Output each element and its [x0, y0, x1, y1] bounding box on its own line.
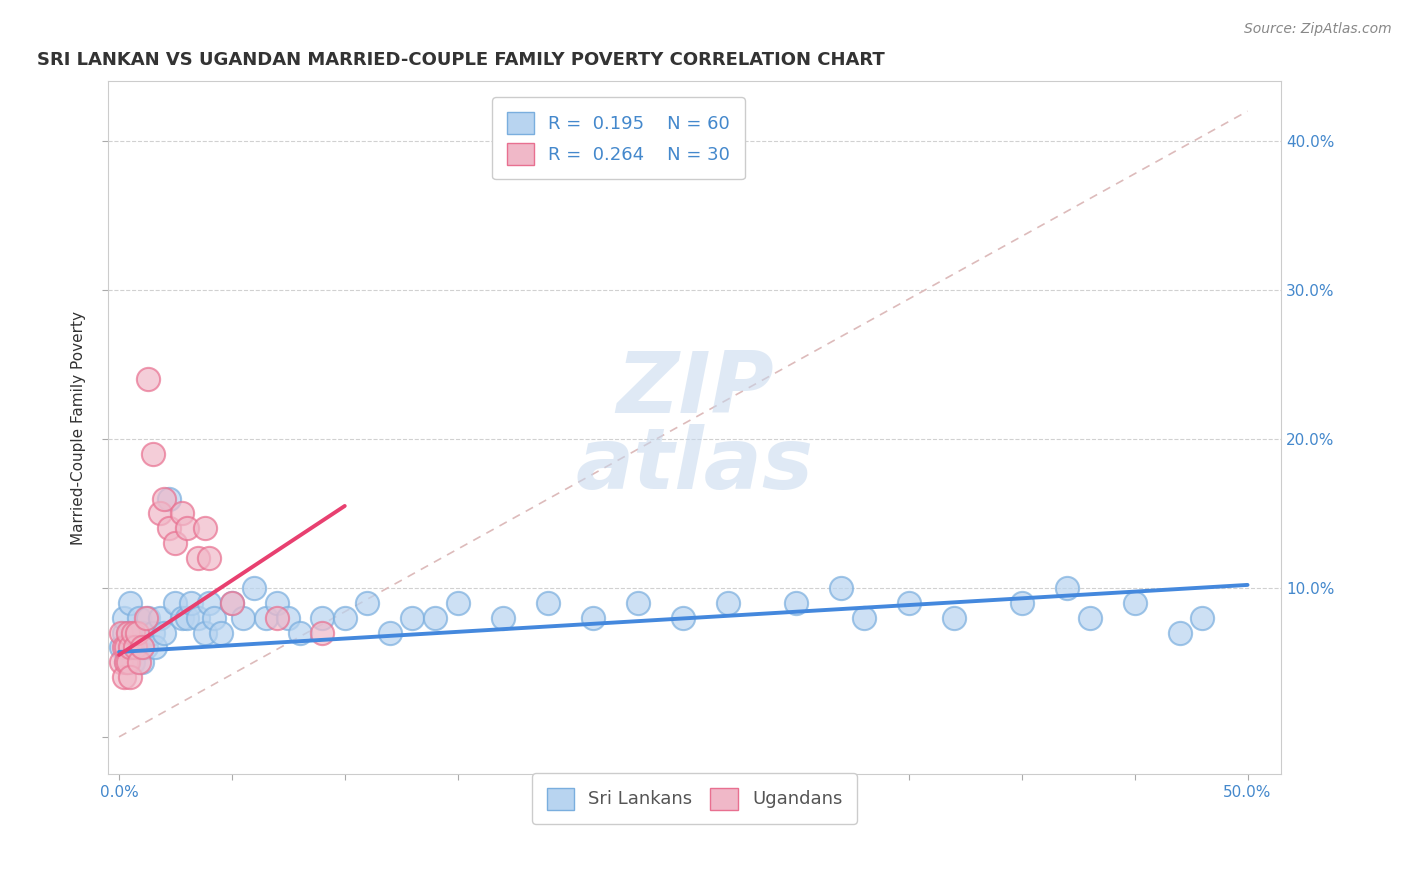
- Point: [165, 596, 187, 610]
- Point: [172, 507, 194, 521]
- Point: [157, 521, 180, 535]
- Point: [138, 372, 160, 386]
- Point: [852, 610, 875, 624]
- Point: [153, 491, 176, 506]
- Point: [117, 625, 139, 640]
- Point: [198, 551, 221, 566]
- Y-axis label: Married-Couple Family Poverty: Married-Couple Family Poverty: [72, 310, 86, 545]
- Point: [149, 507, 172, 521]
- Point: [142, 625, 165, 640]
- Point: [112, 670, 135, 684]
- Text: SRI LANKAN VS UGANDAN MARRIED-COUPLE FAMILY POVERTY CORRELATION CHART: SRI LANKAN VS UGANDAN MARRIED-COUPLE FAM…: [38, 51, 886, 69]
- Point: [378, 625, 401, 640]
- Point: [717, 596, 740, 610]
- Point: [232, 610, 254, 624]
- Point: [176, 521, 198, 535]
- Point: [311, 625, 333, 640]
- Point: [1123, 596, 1146, 610]
- Point: [446, 596, 468, 610]
- Point: [121, 656, 143, 670]
- Point: [254, 610, 277, 624]
- Point: [143, 640, 166, 655]
- Point: [120, 670, 142, 684]
- Point: [194, 625, 217, 640]
- Point: [202, 610, 225, 624]
- Point: [672, 610, 695, 624]
- Point: [110, 625, 132, 640]
- Point: [277, 610, 299, 624]
- Point: [830, 581, 852, 595]
- Point: [209, 625, 232, 640]
- Point: [401, 610, 423, 624]
- Point: [121, 625, 143, 640]
- Point: [266, 596, 288, 610]
- Point: [157, 491, 180, 506]
- Point: [187, 551, 209, 566]
- Point: [114, 640, 136, 655]
- Point: [138, 610, 160, 624]
- Point: [627, 596, 650, 610]
- Point: [1078, 610, 1101, 624]
- Point: [898, 596, 921, 610]
- Point: [114, 656, 136, 670]
- Point: [120, 596, 142, 610]
- Point: [943, 610, 966, 624]
- Point: [180, 596, 202, 610]
- Point: [124, 640, 146, 655]
- Point: [356, 596, 378, 610]
- Point: [537, 596, 560, 610]
- Point: [1168, 625, 1191, 640]
- Point: [110, 640, 132, 655]
- Point: [172, 610, 194, 624]
- Point: [492, 610, 515, 624]
- Point: [124, 625, 146, 640]
- Point: [333, 610, 356, 624]
- Point: [423, 610, 446, 624]
- Point: [131, 640, 153, 655]
- Point: [266, 610, 288, 624]
- Point: [127, 625, 149, 640]
- Point: [187, 610, 209, 624]
- Point: [1011, 596, 1033, 610]
- Point: [153, 625, 176, 640]
- Text: ZIP
atlas: ZIP atlas: [575, 348, 814, 508]
- Point: [110, 656, 132, 670]
- Point: [131, 656, 153, 670]
- Point: [117, 656, 139, 670]
- Point: [243, 581, 266, 595]
- Point: [1056, 581, 1078, 595]
- Point: [582, 610, 605, 624]
- Point: [112, 625, 135, 640]
- Point: [131, 625, 153, 640]
- Point: [221, 596, 243, 610]
- Point: [1191, 610, 1213, 624]
- Point: [112, 640, 135, 655]
- Point: [198, 596, 221, 610]
- Point: [165, 536, 187, 550]
- Point: [311, 610, 333, 624]
- Point: [135, 640, 157, 655]
- Point: [112, 610, 135, 624]
- Point: [128, 610, 150, 624]
- Point: [288, 625, 311, 640]
- Point: [135, 610, 157, 624]
- Point: [221, 596, 243, 610]
- Point: [114, 656, 136, 670]
- Point: [194, 521, 217, 535]
- Point: [120, 640, 142, 655]
- Point: [128, 656, 150, 670]
- Point: [117, 625, 139, 640]
- Text: Source: ZipAtlas.com: Source: ZipAtlas.com: [1244, 22, 1392, 37]
- Point: [785, 596, 807, 610]
- Legend: Sri Lankans, Ugandans: Sri Lankans, Ugandans: [533, 773, 856, 824]
- Point: [149, 610, 172, 624]
- Point: [120, 640, 142, 655]
- Point: [127, 640, 149, 655]
- Point: [142, 447, 165, 461]
- Point: [176, 610, 198, 624]
